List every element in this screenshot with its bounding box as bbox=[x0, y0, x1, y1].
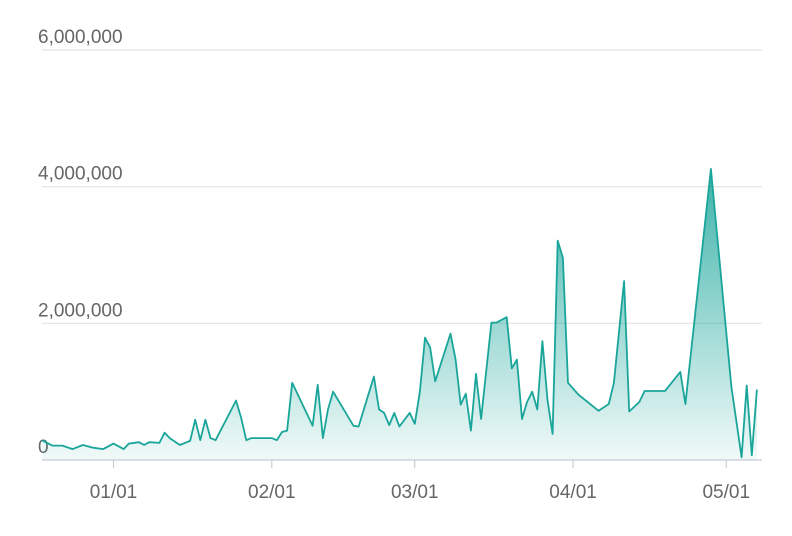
x-tick-label: 05/01 bbox=[702, 482, 750, 503]
data-line bbox=[41, 168, 758, 459]
y-tick-label: 2,000,000 bbox=[38, 300, 123, 321]
y-tick-label: 4,000,000 bbox=[38, 164, 123, 185]
x-tick-label: 01/01 bbox=[90, 482, 138, 503]
area-fill bbox=[42, 168, 757, 460]
x-tick-label: 03/01 bbox=[391, 482, 439, 503]
y-tick-label: 6,000,000 bbox=[38, 27, 123, 48]
x-tick-label: 04/01 bbox=[549, 482, 597, 503]
x-tick-label: 02/01 bbox=[248, 482, 296, 503]
